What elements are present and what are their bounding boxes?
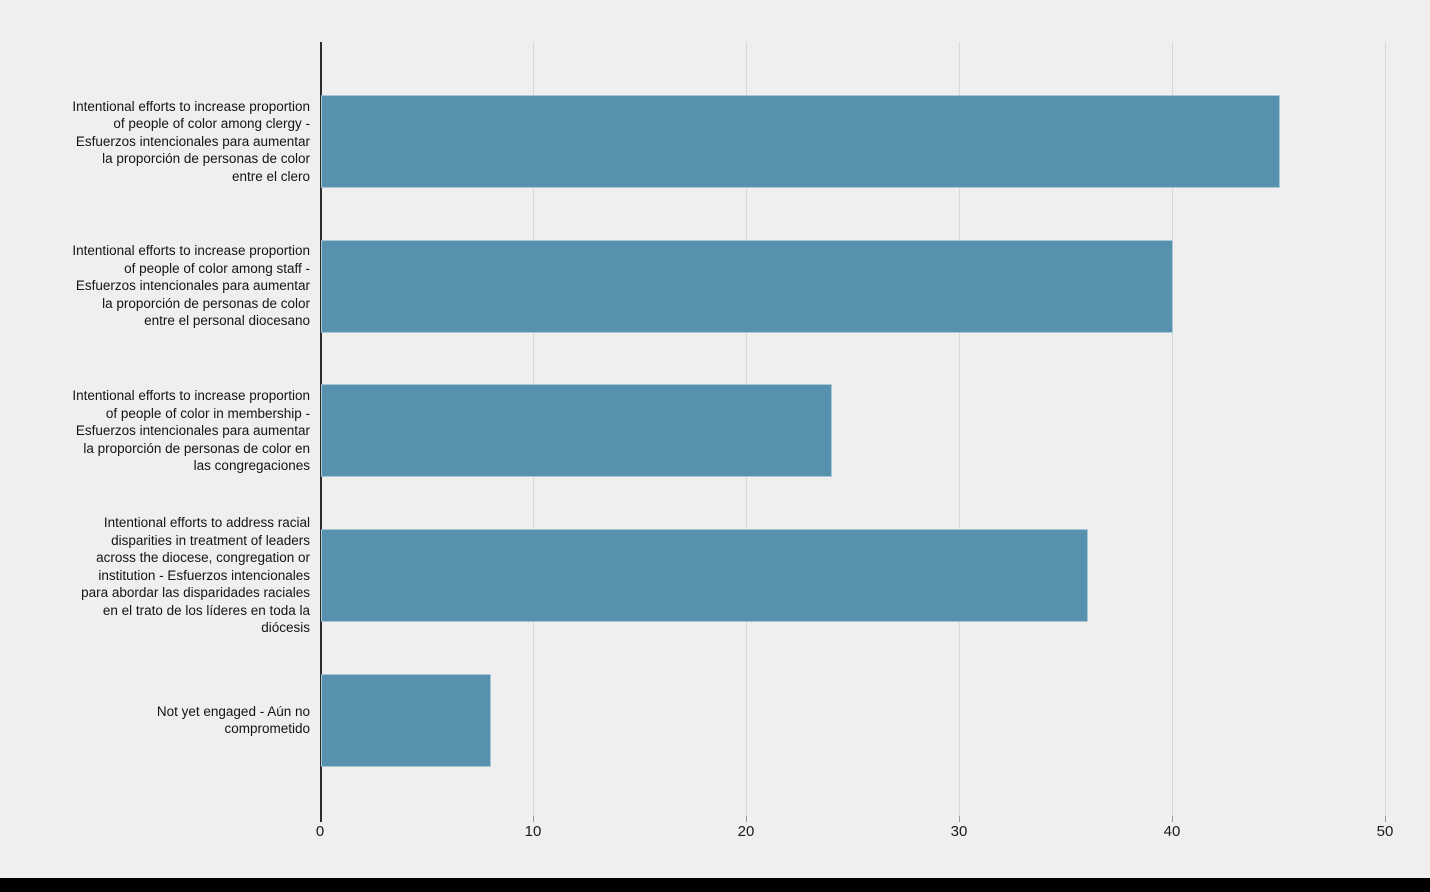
x-axis-tick (959, 816, 960, 822)
category-labels: Intentional efforts to increase proporti… (0, 42, 310, 816)
gridline-30 (959, 42, 960, 816)
category-label-0: Intentional efforts to increase proporti… (72, 98, 310, 184)
category-label-3: Intentional efforts to address racial di… (81, 515, 310, 636)
bar-3 (321, 529, 1088, 623)
plot-area: 0 10 20 30 40 50 (316, 42, 1405, 840)
category-label-4: Not yet engaged - Aún no comprometido (156, 703, 310, 737)
x-axis-tick-label: 10 (524, 823, 542, 840)
x-axis-tick-label: 30 (950, 823, 968, 840)
x-axis-tick (746, 816, 747, 822)
x-axis-tick-label: 20 (737, 823, 755, 840)
bar-0 (321, 94, 1280, 188)
bar-1 (321, 239, 1173, 333)
bar-4 (321, 673, 492, 767)
x-axis-tick (533, 816, 534, 822)
x-axis-tick-label: 40 (1163, 823, 1181, 840)
x-axis-tick (1172, 816, 1173, 822)
x-axis-tick (320, 816, 322, 822)
x-axis-line (320, 42, 322, 816)
category-label-2: Intentional efforts to increase proporti… (72, 388, 310, 474)
x-axis-tick-label: 0 (315, 823, 325, 840)
x-axis-tick (1385, 816, 1386, 822)
bar-2 (321, 384, 833, 478)
category-label-1: Intentional efforts to increase proporti… (72, 243, 310, 329)
x-axis-tick-label: 50 (1376, 823, 1394, 840)
bottom-black-bar (0, 878, 1430, 892)
gridline-50 (1385, 42, 1386, 816)
gridline-40 (1172, 42, 1173, 816)
